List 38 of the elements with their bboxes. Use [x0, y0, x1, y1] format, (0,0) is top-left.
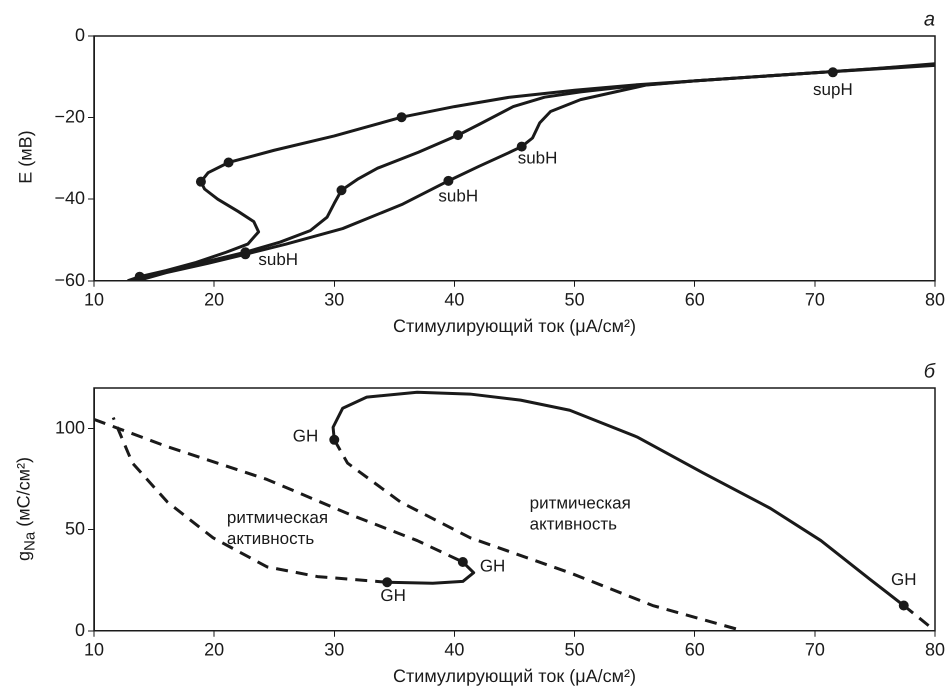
y-tick-label: 100 — [54, 417, 85, 438]
x-tick-label: 20 — [204, 290, 224, 310]
annotation: subH — [258, 250, 298, 269]
x-tick-label: 70 — [804, 640, 825, 660]
annotation: supH — [813, 80, 853, 99]
y-tick-label: −20 — [54, 106, 85, 127]
x-tick-label: 60 — [684, 640, 705, 660]
x-tick-label: 50 — [564, 290, 585, 310]
annotation: ритмическая активность — [226, 508, 328, 548]
chart-title: а — [924, 8, 935, 31]
annotation: GH — [480, 556, 506, 576]
x-tick-label: 80 — [924, 290, 946, 310]
x-axis-title: Стимулирующий ток (μA/см²) — [393, 666, 636, 686]
y-tick-label: −60 — [54, 270, 85, 290]
chart-title: б — [924, 360, 936, 383]
annotation: GH — [292, 426, 318, 446]
annotation: GH — [380, 586, 406, 605]
x-tick-label: 10 — [84, 640, 104, 660]
y-tick-label: 0 — [74, 24, 85, 45]
annotation: ритмическая активность — [530, 493, 631, 534]
x-tick-label: 40 — [444, 640, 464, 660]
x-axis-title: Стимулирующий ток (μA/см²) — [393, 316, 636, 336]
y-tick-label: −40 — [54, 188, 85, 208]
x-tick-label: 30 — [324, 290, 344, 310]
x-tick-label: 10 — [84, 290, 104, 310]
x-tick-label: 70 — [804, 290, 825, 310]
x-tick-label: 20 — [204, 640, 224, 660]
x-tick-label: 30 — [324, 640, 344, 660]
annotation: GH — [891, 570, 917, 590]
y-tick-label: 50 — [64, 518, 85, 539]
y-axis-title: E (мВ) — [16, 130, 36, 184]
x-tick-label: 40 — [444, 290, 464, 310]
x-tick-label: 80 — [924, 640, 946, 660]
annotation: subH — [518, 148, 558, 168]
x-tick-label: 50 — [564, 640, 585, 660]
annotation: subH — [438, 186, 478, 206]
x-tick-label: 60 — [684, 290, 705, 310]
y-tick-label: 0 — [74, 620, 85, 640]
